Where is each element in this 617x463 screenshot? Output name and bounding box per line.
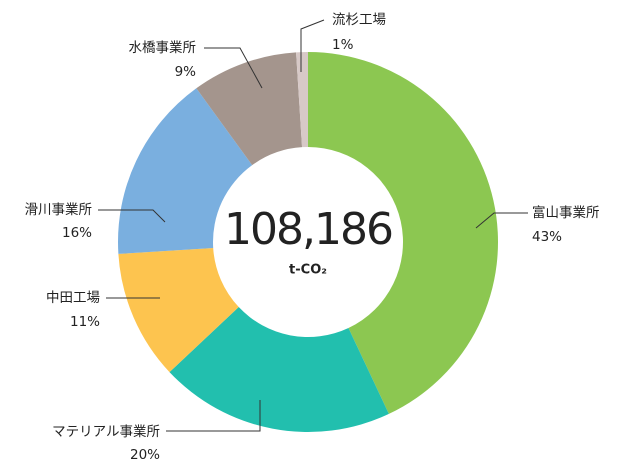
- leader-line: [204, 47, 263, 89]
- donut-slice: [118, 247, 239, 373]
- slice-label: 富山事業所: [532, 204, 600, 221]
- slice-value-label: 20%: [130, 447, 160, 463]
- slice-label: マテリアル事業所: [52, 424, 160, 440]
- donut-slice: [296, 52, 308, 148]
- slice-value-label: 11%: [70, 314, 100, 330]
- center-unit: t-CO₂: [289, 263, 327, 278]
- slice-label: 水橋事業所: [129, 40, 197, 56]
- donut-slice: [169, 307, 389, 432]
- donut-slice: [196, 52, 303, 166]
- donut-slice: [118, 88, 253, 254]
- slice-value-label: 1%: [332, 37, 354, 53]
- slice-label: 中田工場: [46, 290, 100, 306]
- slice-label: 流杉工場: [332, 12, 386, 28]
- slice-value-label: 16%: [62, 225, 92, 241]
- donut-slice: [308, 52, 499, 414]
- slice-value-label: 43%: [532, 229, 562, 245]
- center-value: 108,186: [224, 204, 392, 255]
- slice-value-label: 9%: [175, 64, 197, 80]
- leader-line: [166, 400, 261, 432]
- leader-line: [98, 209, 166, 223]
- leader-line: [300, 19, 325, 72]
- slice-label: 滑川事業所: [25, 202, 93, 218]
- leader-line: [475, 212, 528, 229]
